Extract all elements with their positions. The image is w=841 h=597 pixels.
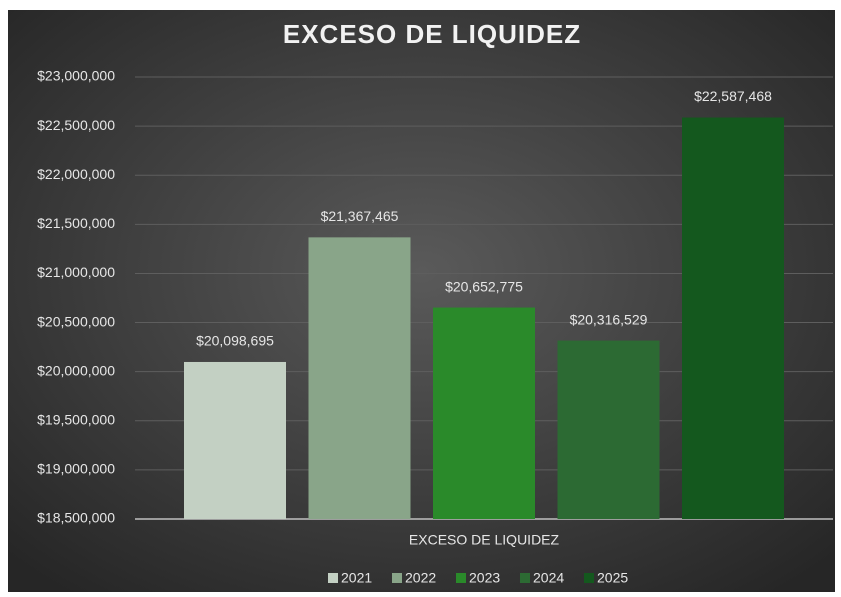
- legend-swatch: [456, 573, 466, 583]
- bar: [682, 117, 784, 519]
- data-label: $22,587,468: [694, 88, 772, 104]
- bar: [184, 361, 286, 519]
- y-tick-label: $21,500,000: [37, 215, 115, 231]
- y-tick-label: $22,500,000: [37, 117, 115, 133]
- bar: [433, 307, 535, 519]
- data-label: $21,367,465: [321, 208, 399, 224]
- y-tick-label: $21,000,000: [37, 264, 115, 280]
- chart-title: EXCESO DE LIQUIDEZ: [283, 19, 581, 49]
- legend-label: 2022: [405, 570, 436, 586]
- y-tick-label: $22,000,000: [37, 166, 115, 182]
- y-tick-label: $19,000,000: [37, 461, 115, 477]
- y-tick-label: $19,500,000: [37, 411, 115, 427]
- data-label: $20,098,695: [196, 333, 274, 349]
- data-label: $20,652,775: [445, 278, 523, 294]
- legend-swatch: [584, 573, 594, 583]
- legend-label: 2021: [341, 570, 372, 586]
- legend-label: 2023: [469, 570, 500, 586]
- bar: [308, 237, 411, 520]
- legend-swatch: [328, 573, 338, 583]
- legend-label: 2025: [597, 570, 628, 586]
- y-tick-label: $20,500,000: [37, 313, 115, 329]
- y-tick-label: $18,500,000: [37, 510, 115, 526]
- y-tick-label: $20,000,000: [37, 362, 115, 378]
- bar: [557, 340, 660, 519]
- legend-swatch: [392, 573, 402, 583]
- data-label: $20,316,529: [570, 311, 648, 327]
- x-tick-label: EXCESO DE LIQUIDEZ: [409, 532, 560, 548]
- y-tick-label: $23,000,000: [37, 68, 115, 84]
- legend-label: 2024: [533, 570, 564, 586]
- legend-swatch: [520, 573, 530, 583]
